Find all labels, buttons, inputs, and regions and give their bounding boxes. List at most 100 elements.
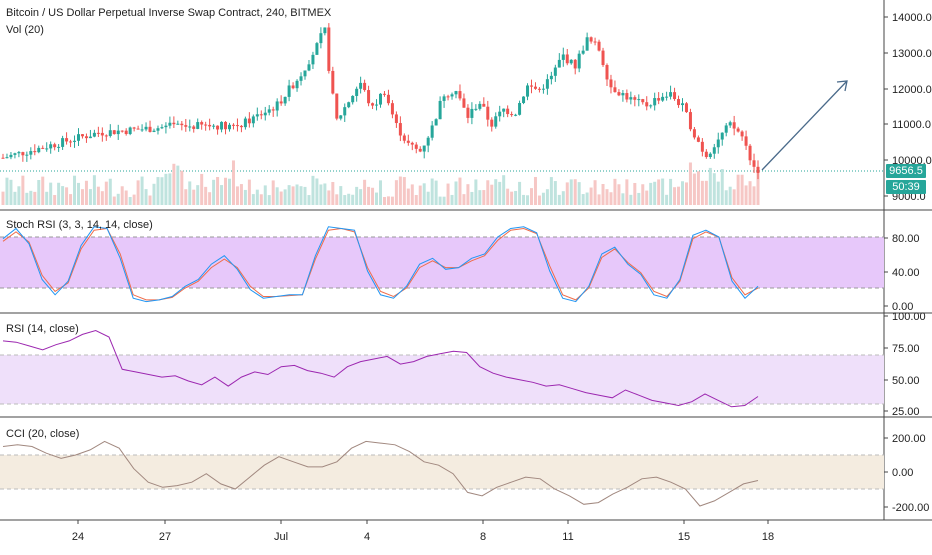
candle-body — [263, 112, 267, 116]
candle-body — [21, 152, 25, 156]
candle-body — [553, 67, 557, 76]
volume-bar — [92, 175, 96, 205]
candle-body — [716, 139, 720, 148]
volume-bar — [295, 184, 299, 205]
time-axis-label: 8 — [480, 531, 486, 543]
candle-body — [37, 147, 41, 153]
candle-body — [637, 99, 641, 101]
volume-bar — [446, 183, 450, 205]
candle-body — [33, 151, 37, 153]
volume-bar — [526, 195, 530, 205]
volume-bar — [569, 179, 573, 205]
stoch-k-line — [2, 226, 759, 303]
volume-bar — [311, 175, 315, 205]
volume-bar — [335, 194, 339, 205]
candle-body — [224, 121, 228, 130]
rsi-band — [0, 355, 884, 404]
candle-body — [375, 104, 379, 106]
candle-body — [613, 87, 617, 93]
cci-line — [2, 440, 759, 507]
candle-body — [390, 103, 394, 115]
candle-body — [569, 59, 573, 64]
candle-body — [319, 33, 323, 44]
volume-bar — [140, 176, 144, 205]
volume-bar — [533, 176, 537, 205]
candle-body — [291, 85, 295, 89]
volume-bar — [148, 195, 152, 205]
candle-body — [533, 86, 537, 89]
candle-body — [208, 124, 212, 127]
candle-body — [752, 160, 756, 167]
candle-body — [108, 130, 112, 136]
volume-bar — [430, 178, 434, 205]
volume-bar — [100, 191, 104, 205]
candle-body — [307, 64, 311, 71]
candle-body — [228, 124, 231, 130]
volume-bar — [57, 182, 61, 205]
candle-body — [740, 131, 744, 137]
volume-bar — [291, 186, 295, 205]
candle-body — [669, 92, 673, 97]
volume-bar — [299, 186, 303, 205]
candle-body — [200, 122, 204, 125]
volume-bar — [359, 189, 363, 205]
candle-body — [684, 103, 688, 113]
candle-body — [231, 124, 235, 126]
volume-bar — [188, 181, 192, 205]
candle-body — [164, 125, 168, 128]
candle-body — [398, 123, 402, 136]
candle-body — [379, 93, 382, 105]
volume-bar — [645, 190, 649, 205]
candle-body — [645, 102, 649, 107]
candle-body — [522, 96, 526, 104]
volume-bar — [621, 193, 625, 205]
volume-bar — [633, 182, 637, 205]
volume-bar — [216, 177, 220, 205]
candle-body — [545, 79, 549, 89]
price-axis-label: 13000.0 — [892, 48, 932, 60]
volume-bar — [736, 174, 740, 205]
candle-body — [438, 100, 442, 120]
candle-body — [69, 141, 73, 143]
candle-body — [73, 140, 77, 142]
candle-body — [61, 138, 65, 147]
rsi-axis-label: 50.00 — [892, 375, 920, 387]
candle-body — [585, 37, 589, 51]
candle-body — [537, 88, 541, 90]
volume-bar — [251, 194, 255, 205]
candle-body — [510, 114, 514, 116]
volume-bar — [347, 193, 351, 205]
candle-body — [498, 111, 502, 117]
volume-bar — [462, 194, 466, 205]
volume-bar — [470, 191, 474, 205]
candle-body — [29, 151, 33, 155]
candle-body — [422, 145, 426, 152]
volume-bar — [410, 184, 414, 205]
volume-bar — [494, 179, 498, 205]
candle-body — [394, 114, 398, 124]
volume-bar — [196, 185, 200, 205]
volume-bar — [732, 189, 736, 205]
volume-bar — [228, 178, 231, 205]
candle-body — [673, 92, 677, 100]
candle-body — [386, 94, 390, 104]
candle-body — [732, 122, 736, 129]
candle-body — [677, 99, 681, 106]
candle-body — [311, 54, 315, 65]
candle-body — [474, 108, 478, 110]
volume-bar — [41, 176, 45, 205]
volume-bar — [549, 177, 553, 205]
candle-body — [204, 124, 208, 126]
volume-bar — [21, 175, 25, 205]
volume-bar — [13, 191, 17, 205]
candle-body — [454, 91, 458, 95]
volume-bar — [112, 196, 116, 205]
candle-body — [239, 125, 243, 128]
candle-body — [470, 108, 474, 118]
candle-body — [704, 151, 708, 158]
volume-bar — [541, 192, 545, 205]
candle-body — [13, 153, 17, 155]
volume-bar — [84, 180, 88, 205]
